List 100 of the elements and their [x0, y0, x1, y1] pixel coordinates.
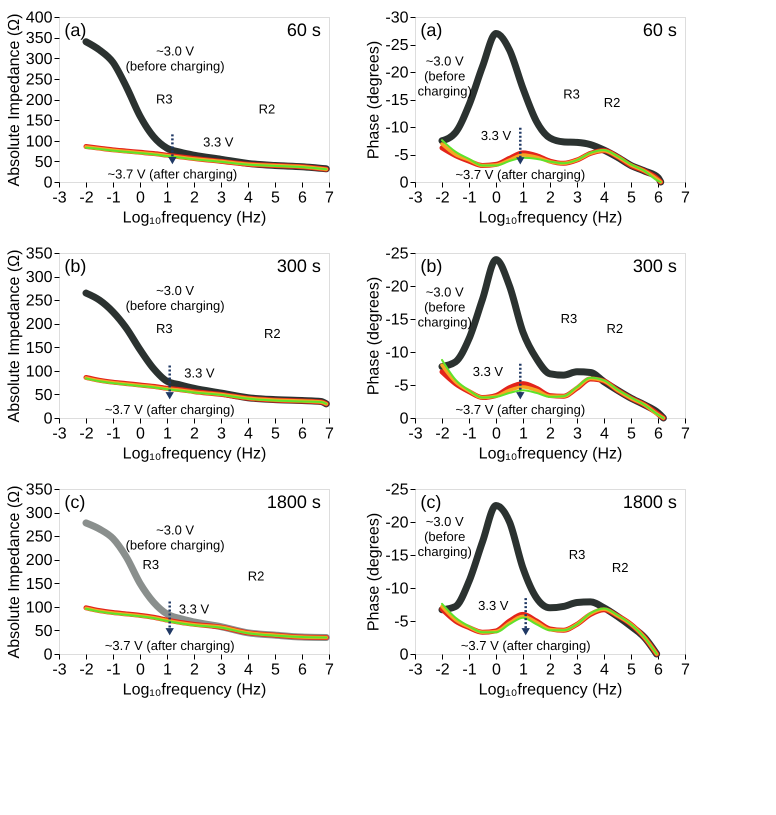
- annotation: (b): [64, 256, 86, 276]
- y-tick-label: 350: [26, 30, 53, 48]
- y-tick-label: 0: [44, 410, 53, 428]
- annotation: R2: [604, 94, 620, 110]
- x-tick-label: 7: [681, 426, 690, 442]
- annotation: (a): [420, 20, 442, 40]
- annotation: 3.3 V: [184, 365, 215, 380]
- x-tick-label: -1: [462, 190, 477, 206]
- annotation: ~3.0 V (before charging): [126, 282, 225, 313]
- y-tick-label: -15: [385, 548, 409, 564]
- annotation: ~3.0 V (before charging): [126, 522, 225, 552]
- annotation: 60 s: [642, 20, 677, 40]
- y-tick-label: -20: [385, 278, 409, 296]
- x-tick-label: 7: [325, 662, 334, 678]
- x-tick-label: 5: [271, 426, 280, 442]
- x-tick-label: -2: [435, 190, 450, 206]
- annotation: R3: [560, 311, 578, 326]
- y-axis-title: Phase (degrees): [365, 276, 382, 396]
- x-tick-label: -3: [408, 662, 423, 678]
- x-tick-label: 3: [217, 662, 226, 678]
- annotation: 3.3 V: [178, 601, 210, 616]
- annotation: R3: [563, 86, 580, 102]
- annotation: ~3.0 V (before charging): [418, 54, 472, 99]
- y-tick-label: -20: [385, 514, 409, 532]
- x-tick-label: 4: [244, 662, 254, 678]
- annotation: 1800 s: [622, 492, 677, 512]
- x-tick-label: 4: [244, 190, 254, 206]
- x-tick-label: 3: [573, 426, 582, 442]
- annotation: 3.3 V: [203, 134, 234, 150]
- annotation: ~3.7 V (after charging): [104, 638, 235, 653]
- x-tick-label: 7: [681, 662, 690, 678]
- y-tick-label: 0: [44, 174, 53, 192]
- annotation: (c): [64, 492, 86, 512]
- x-tick-label: -3: [52, 190, 67, 206]
- x-tick-label: 6: [298, 662, 308, 678]
- y-tick-label: 150: [26, 576, 53, 593]
- annotation: ~3.7 V (after charging): [104, 402, 235, 417]
- y-tick-label: 150: [26, 112, 53, 130]
- x-tick-label: 6: [654, 190, 664, 206]
- annotation: 3.3 V: [472, 364, 504, 379]
- x-axis-title: Log₁₀frequency (Hz): [122, 682, 266, 698]
- x-tick-label: 4: [600, 190, 610, 206]
- y-tick-label: 0: [400, 646, 409, 664]
- y-tick-label: 150: [26, 340, 53, 357]
- x-tick-label: 6: [298, 190, 308, 206]
- x-tick-label: 6: [298, 426, 308, 442]
- x-axis-title: Log₁₀frequency (Hz): [478, 210, 622, 226]
- annotation: R2: [612, 560, 629, 576]
- x-tick-label: 5: [627, 662, 636, 678]
- annotation: ~3.7 V (after charging): [460, 638, 591, 653]
- y-tick-label: -25: [385, 482, 409, 498]
- y-tick-label: -5: [394, 378, 409, 394]
- x-axis-title: Log₁₀frequency (Hz): [122, 210, 266, 226]
- x-tick-label: 4: [600, 426, 610, 442]
- x-tick-label: 5: [271, 662, 280, 678]
- x-tick-label: 1: [163, 426, 172, 442]
- x-tick-label: 2: [190, 190, 200, 206]
- x-tick-label: 1: [519, 426, 528, 442]
- y-axis-title: Phase (degrees): [365, 40, 382, 160]
- annotation: R2: [248, 568, 264, 584]
- y-tick-label: -5: [394, 614, 409, 630]
- x-tick-label: 0: [136, 662, 146, 678]
- y-tick-label: -30: [385, 10, 409, 26]
- annotation: R3: [142, 556, 160, 572]
- x-tick-label: 4: [244, 426, 254, 442]
- y-tick-label: -25: [385, 246, 409, 262]
- y-tick-label: -15: [385, 312, 409, 328]
- x-tick-label: 2: [546, 662, 556, 678]
- y-tick-label: 50: [34, 154, 53, 171]
- x-tick-label: 0: [136, 426, 146, 442]
- annotation: 3.3 V: [478, 598, 509, 614]
- annotation: R3: [156, 92, 173, 106]
- x-tick-label: -3: [408, 426, 423, 442]
- x-axis-title: Log₁₀frequency (Hz): [478, 446, 622, 462]
- x-tick-label: 0: [492, 662, 502, 678]
- x-tick-label: -2: [435, 662, 450, 678]
- x-tick-label: 3: [217, 426, 226, 442]
- x-tick-label: 0: [492, 426, 502, 442]
- y-tick-label: 350: [26, 482, 53, 498]
- x-tick-label: -1: [106, 662, 121, 678]
- x-tick-label: 4: [600, 662, 610, 678]
- x-tick-label: -1: [106, 426, 121, 442]
- annotation: ~3.0 V (before charging): [418, 514, 472, 559]
- x-tick-label: 2: [190, 662, 200, 678]
- y-tick-label: 250: [26, 528, 53, 546]
- annotation: (a): [64, 20, 86, 40]
- y-tick-label: 0: [400, 174, 409, 192]
- annotation: R2: [264, 326, 281, 341]
- x-tick-label: -2: [79, 662, 94, 678]
- x-tick-label: 1: [519, 662, 528, 678]
- y-tick-label: 50: [34, 386, 53, 404]
- x-tick-label: -2: [79, 426, 94, 442]
- x-tick-label: 6: [654, 662, 664, 678]
- annotation: 1800 s: [266, 492, 321, 512]
- x-tick-label: 6: [654, 426, 664, 442]
- y-tick-label: -5: [394, 147, 409, 164]
- x-tick-label: 1: [163, 190, 172, 206]
- y-tick-label: 300: [26, 50, 53, 68]
- x-tick-label: 1: [519, 190, 528, 206]
- x-tick-label: 5: [271, 190, 280, 206]
